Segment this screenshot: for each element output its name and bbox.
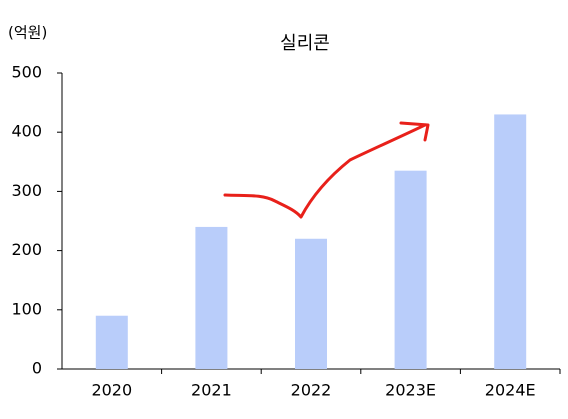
bar [295,238,327,369]
y-tick-label: 500 [11,63,42,82]
y-tick-label: 300 [11,181,42,200]
x-tick-label: 2021 [191,381,232,400]
y-axis-label: (억원) [8,24,47,42]
y-tick-label: 200 [11,240,42,259]
bar [95,315,128,369]
y-tick-label: 100 [11,299,42,318]
x-tick-label: 2020 [91,381,132,400]
bar [494,114,527,369]
y-tick-label: 400 [11,122,42,141]
x-tick-label: 2024E [485,381,536,400]
y-tick-label: 0 [32,359,42,378]
arrow-line [223,123,427,219]
chart-title: 실리콘 [280,33,330,54]
bar [195,226,228,369]
x-tick-label: 2023E [385,381,436,400]
annotation-arrow [223,121,430,219]
arrow-head [399,121,430,142]
x-tick-label: 2022 [291,381,332,400]
bar [394,170,427,369]
